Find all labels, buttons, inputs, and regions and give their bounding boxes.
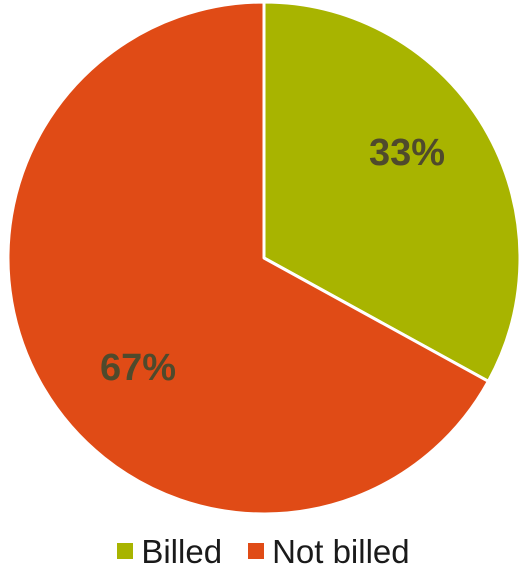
- legend-item-billed: Billed: [117, 535, 222, 568]
- data-label-billed: 33%: [369, 132, 445, 174]
- legend-item-not-billed: Not billed: [248, 535, 410, 568]
- legend-label-billed: Billed: [141, 532, 223, 570]
- data-label-not-billed: 67%: [100, 347, 176, 389]
- chart-legend: Billed Not billed: [0, 531, 527, 571]
- legend-swatch-not-billed: [248, 543, 265, 559]
- legend-label-not-billed: Not billed: [272, 532, 410, 570]
- pie-slice-billed: [262, 0, 522, 383]
- pie-slice-not-billed: [6, 0, 490, 516]
- legend-swatch-billed: [117, 543, 134, 559]
